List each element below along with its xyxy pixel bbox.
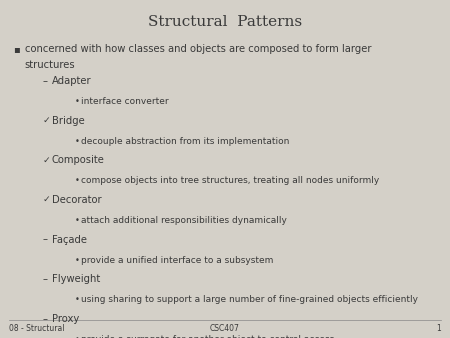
Text: Decorator: Decorator — [52, 195, 101, 205]
Text: compose objects into tree structures, treating all nodes uniformly: compose objects into tree structures, tr… — [81, 176, 379, 186]
Text: •: • — [74, 176, 79, 186]
Text: decouple abstraction from its implementation: decouple abstraction from its implementa… — [81, 137, 289, 146]
Text: –: – — [43, 274, 48, 284]
Text: Bridge: Bridge — [52, 116, 85, 126]
Text: structures: structures — [25, 60, 76, 70]
Text: Composite: Composite — [52, 155, 104, 166]
Text: ✓: ✓ — [43, 116, 50, 125]
Text: •: • — [74, 335, 79, 338]
Text: interface converter: interface converter — [81, 97, 169, 106]
Text: –: – — [43, 235, 48, 245]
Text: –: – — [43, 76, 48, 87]
Text: Proxy: Proxy — [52, 314, 79, 324]
Text: Façade: Façade — [52, 235, 87, 245]
Text: ✓: ✓ — [43, 155, 50, 165]
Text: •: • — [74, 137, 79, 146]
Text: using sharing to support a large number of fine-grained objects efficiently: using sharing to support a large number … — [81, 295, 418, 304]
Text: •: • — [74, 97, 79, 106]
Text: provide a surrogate for another object to control access: provide a surrogate for another object t… — [81, 335, 334, 338]
Text: 08 - Structural: 08 - Structural — [9, 324, 64, 334]
Text: ▪: ▪ — [14, 44, 20, 54]
Text: Flyweight: Flyweight — [52, 274, 100, 284]
Text: Adapter: Adapter — [52, 76, 91, 87]
Text: Structural  Patterns: Structural Patterns — [148, 15, 302, 29]
Text: •: • — [74, 256, 79, 265]
Text: concerned with how classes and objects are composed to form larger: concerned with how classes and objects a… — [25, 44, 371, 54]
Text: –: – — [43, 314, 48, 324]
Text: CSC407: CSC407 — [210, 324, 240, 334]
Text: 1: 1 — [436, 324, 441, 334]
Text: •: • — [74, 216, 79, 225]
Text: provide a unified interface to a subsystem: provide a unified interface to a subsyst… — [81, 256, 274, 265]
Text: •: • — [74, 295, 79, 304]
Text: ✓: ✓ — [43, 195, 50, 204]
Text: attach additional responsibilities dynamically: attach additional responsibilities dynam… — [81, 216, 287, 225]
